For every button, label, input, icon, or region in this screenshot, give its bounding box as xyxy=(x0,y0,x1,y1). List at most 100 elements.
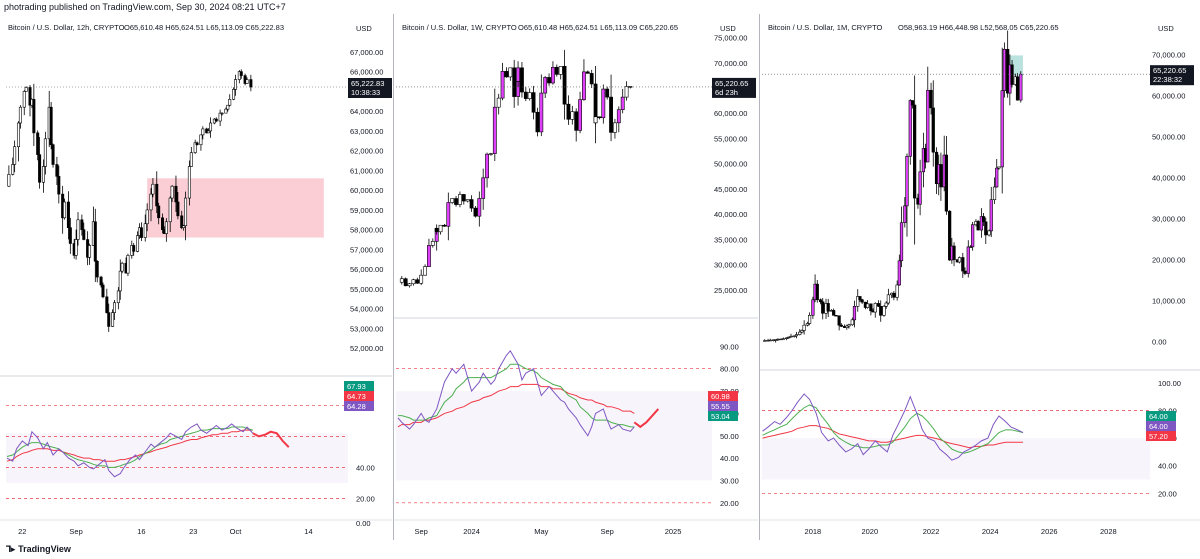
chart-panel-1m[interactable]: Bitcoin / U.S. Dollar, 1M, CRYPTO O58,963… xyxy=(760,14,1200,540)
time-tick-label: 23 xyxy=(189,527,197,536)
time-tick-label: 2025 xyxy=(665,527,682,536)
last-price-countdown: 10:38:33 xyxy=(351,88,380,97)
candle xyxy=(873,303,877,313)
time-tick-label: Sep xyxy=(415,527,428,536)
rsi-tick-label: 80.00 xyxy=(720,365,739,374)
time-tick-label: 2024 xyxy=(463,527,480,536)
candle xyxy=(184,197,188,227)
candle xyxy=(164,221,168,234)
candle xyxy=(763,340,767,342)
candle xyxy=(151,183,155,195)
candle xyxy=(845,325,849,328)
candle xyxy=(245,79,249,84)
candle xyxy=(789,335,793,338)
candle xyxy=(605,88,610,98)
candle xyxy=(802,324,806,331)
chart-12h-svg[interactable]: Bitcoin / U.S. Dollar, 12h, CRYPTO O65,61… xyxy=(0,14,392,540)
candle xyxy=(32,99,36,134)
candle xyxy=(74,239,78,256)
candle xyxy=(992,186,997,201)
last-price-badge xyxy=(712,77,756,98)
tradingview-logo[interactable]: ⅂▸ TradingView xyxy=(6,544,71,555)
candle xyxy=(558,66,563,75)
candle xyxy=(527,92,532,99)
chart-1m-svg[interactable]: Bitcoin / U.S. Dollar, 1M, CRYPTO O58,963… xyxy=(760,14,1200,540)
candle xyxy=(508,67,513,78)
candle xyxy=(531,92,536,113)
price-tick-label: 0.00 xyxy=(1152,338,1167,347)
price-tick-label: 20,000.00 xyxy=(1152,256,1185,265)
candle xyxy=(481,177,486,199)
candle xyxy=(897,260,901,286)
candle xyxy=(496,97,501,108)
rsi-value-badge-text: 64.28 xyxy=(347,402,366,411)
candle xyxy=(68,227,72,244)
candle xyxy=(88,245,92,258)
candle xyxy=(66,201,70,228)
candle xyxy=(899,222,904,262)
candle xyxy=(228,99,232,106)
candle xyxy=(952,245,956,260)
candle xyxy=(143,223,147,238)
price-tick-label: 70,000.00 xyxy=(1152,51,1185,60)
price-tick-label: 50,000.00 xyxy=(1152,133,1185,142)
candle xyxy=(903,205,907,223)
candle xyxy=(589,73,594,85)
candle xyxy=(785,337,789,339)
time-tick-label: Sep xyxy=(601,527,614,536)
rsi-value-badge-text: 60.98 xyxy=(711,392,730,401)
candle xyxy=(477,198,482,217)
candle xyxy=(512,67,517,97)
candle xyxy=(566,103,571,120)
candle xyxy=(113,302,117,313)
chart-panel-1w[interactable]: Bitcoin / U.S. Dollar, 1W, CRYPTO O65,610… xyxy=(394,14,758,540)
candle xyxy=(995,167,999,188)
time-tick-label: Oct xyxy=(230,527,243,536)
rsi-value-badge xyxy=(344,381,374,391)
candle xyxy=(446,202,451,227)
candle xyxy=(624,86,629,98)
price-tick-label: 52,000.00 xyxy=(350,344,383,353)
candle xyxy=(489,153,493,155)
candle xyxy=(1000,90,1004,168)
candle xyxy=(214,118,218,122)
candle xyxy=(43,138,47,167)
candle xyxy=(118,270,122,292)
candle xyxy=(892,292,896,298)
candle xyxy=(834,315,838,317)
candle xyxy=(856,296,860,307)
candle xyxy=(224,108,228,114)
rsi-forecast-curve xyxy=(633,408,660,429)
candle xyxy=(201,128,205,136)
candle xyxy=(979,216,984,231)
rsi-value-badge xyxy=(344,401,374,411)
rsi-value-badge-text: 55.55 xyxy=(711,402,730,411)
candle xyxy=(815,283,819,301)
time-tick-label: 22 xyxy=(18,527,26,536)
candle xyxy=(1002,48,1006,91)
candle xyxy=(601,88,606,119)
chart-panel-12h[interactable]: Bitcoin / U.S. Dollar, 12h, CRYPTO O65,61… xyxy=(0,14,392,540)
rsi-line xyxy=(762,393,1024,461)
candle xyxy=(95,260,99,278)
time-tick-label: 2022 xyxy=(923,527,940,536)
chart-1w-svg[interactable]: Bitcoin / U.S. Dollar, 1W, CRYPTO O65,610… xyxy=(394,14,758,540)
currency-label: USD xyxy=(720,24,736,33)
candle xyxy=(597,116,602,119)
price-tick-label: 60,000.00 xyxy=(350,186,383,195)
candle xyxy=(879,305,883,316)
candle xyxy=(984,221,988,236)
last-price-value: 65,222.83 xyxy=(351,79,384,88)
price-tick-label: 30,000.00 xyxy=(714,261,747,270)
candle xyxy=(218,112,222,122)
candle xyxy=(895,284,899,298)
candle xyxy=(963,270,967,274)
ohlc-values: O65,610.48 H65,624.51 L65,113.09 C65,222… xyxy=(124,23,284,32)
rsi-tick-label: 40.00 xyxy=(720,454,739,463)
candle xyxy=(18,106,22,124)
time-tick-label: 2028 xyxy=(1100,527,1117,536)
candle xyxy=(13,146,17,165)
candle xyxy=(403,278,408,287)
candle xyxy=(469,199,474,209)
candle xyxy=(908,100,912,157)
